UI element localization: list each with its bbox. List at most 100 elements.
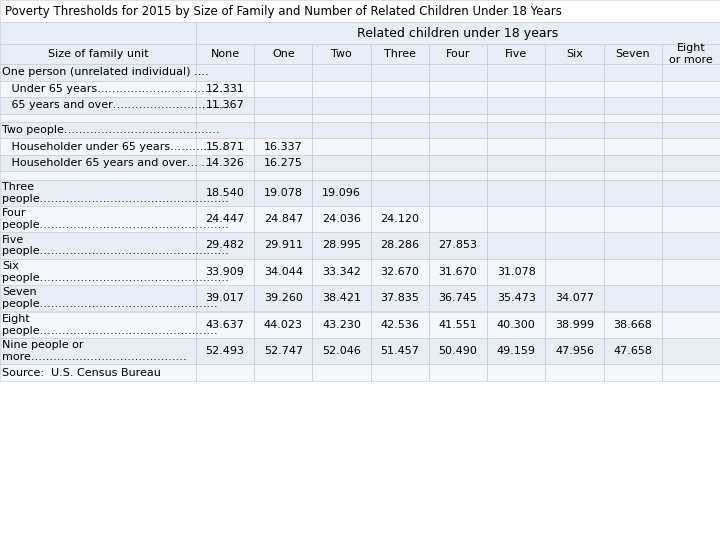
Bar — [371, 232, 429, 259]
Text: Size of family unit: Size of family unit — [48, 49, 148, 59]
Bar — [662, 338, 720, 365]
Text: 33.909: 33.909 — [206, 267, 245, 277]
Text: 15.871: 15.871 — [206, 141, 245, 152]
Bar — [603, 259, 662, 285]
Text: None: None — [210, 49, 240, 59]
Bar — [545, 155, 603, 171]
Bar — [371, 312, 429, 338]
Bar — [0, 179, 196, 206]
Bar — [312, 312, 371, 338]
Bar — [487, 179, 545, 206]
Bar — [603, 113, 662, 122]
Bar — [662, 171, 720, 179]
Bar — [545, 232, 603, 259]
Bar — [429, 171, 487, 179]
Bar — [603, 155, 662, 171]
Bar — [487, 232, 545, 259]
Bar — [371, 122, 429, 138]
Bar — [603, 171, 662, 179]
Bar — [429, 97, 487, 113]
Text: 29.482: 29.482 — [205, 240, 245, 251]
Bar — [487, 138, 545, 155]
Bar — [487, 206, 545, 232]
Bar — [196, 64, 254, 80]
Bar — [429, 364, 487, 381]
Bar — [196, 97, 254, 113]
Bar — [662, 179, 720, 206]
Bar — [196, 364, 254, 381]
Bar — [371, 97, 429, 113]
Text: 52.046: 52.046 — [322, 346, 361, 356]
Bar — [0, 97, 196, 113]
Text: Seven
people…………………………………………: Seven people………………………………………… — [2, 287, 217, 309]
Text: 18.540: 18.540 — [206, 188, 245, 198]
Bar — [545, 122, 603, 138]
Bar — [662, 44, 720, 64]
Bar — [371, 171, 429, 179]
Bar — [312, 138, 371, 155]
Bar — [662, 206, 720, 232]
Bar — [254, 232, 312, 259]
Bar — [254, 138, 312, 155]
Bar — [254, 122, 312, 138]
Bar — [603, 64, 662, 80]
Text: 65 years and over……………………………: 65 years and over…………………………… — [8, 100, 235, 110]
Text: Five: Five — [505, 49, 527, 59]
Bar — [429, 113, 487, 122]
Text: 27.853: 27.853 — [438, 240, 477, 251]
Bar — [429, 179, 487, 206]
Bar — [312, 64, 371, 80]
Bar — [371, 259, 429, 285]
Text: 29.911: 29.911 — [264, 240, 303, 251]
Bar — [312, 232, 371, 259]
Bar — [196, 44, 254, 64]
Bar — [254, 155, 312, 171]
Text: Six: Six — [566, 49, 583, 59]
Bar — [0, 64, 196, 80]
Bar — [371, 179, 429, 206]
Text: 24.036: 24.036 — [322, 214, 361, 224]
Bar — [371, 64, 429, 80]
Bar — [487, 364, 545, 381]
Text: 39.260: 39.260 — [264, 293, 303, 303]
Bar — [662, 113, 720, 122]
Bar — [429, 259, 487, 285]
Bar — [487, 171, 545, 179]
Bar — [429, 155, 487, 171]
Bar — [196, 232, 254, 259]
Bar — [662, 312, 720, 338]
Bar — [0, 338, 196, 365]
Bar — [662, 364, 720, 381]
Bar — [254, 338, 312, 365]
Bar — [545, 259, 603, 285]
Text: Three
people……………………………………………: Three people…………………………………………… — [2, 182, 229, 204]
Bar — [545, 312, 603, 338]
Bar — [603, 312, 662, 338]
Text: Two people……………………………………: Two people…………………………………… — [2, 125, 220, 135]
Bar — [254, 285, 312, 312]
Bar — [371, 206, 429, 232]
Bar — [429, 138, 487, 155]
Text: 39.017: 39.017 — [206, 293, 245, 303]
Bar — [196, 171, 254, 179]
Bar — [662, 259, 720, 285]
Text: 38.421: 38.421 — [322, 293, 361, 303]
Text: 24.447: 24.447 — [205, 214, 245, 224]
Bar — [312, 338, 371, 365]
Text: 40.300: 40.300 — [497, 320, 536, 330]
Bar — [0, 364, 196, 381]
Bar — [662, 138, 720, 155]
Text: 12.331: 12.331 — [206, 84, 245, 94]
Text: Five
people……………………………………………: Five people…………………………………………… — [2, 235, 229, 256]
Bar — [371, 364, 429, 381]
Bar — [312, 259, 371, 285]
Bar — [254, 364, 312, 381]
Text: Three: Three — [384, 49, 415, 59]
Bar — [429, 206, 487, 232]
Bar — [545, 138, 603, 155]
Text: 43.637: 43.637 — [206, 320, 245, 330]
Text: Two: Two — [331, 49, 352, 59]
Bar — [545, 179, 603, 206]
Text: Under 65 years…………………………………: Under 65 years………………………………… — [8, 84, 242, 94]
Bar — [487, 285, 545, 312]
